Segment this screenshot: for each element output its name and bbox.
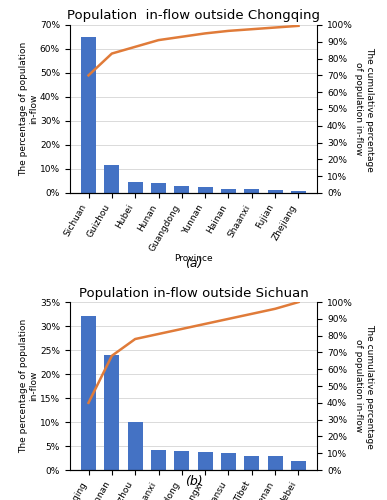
Bar	[128, 182, 143, 193]
Bar	[244, 188, 259, 193]
X-axis label: Province: Province	[174, 254, 213, 263]
Bar	[174, 452, 189, 470]
Title: Population  in-flow outside Chongqing: Population in-flow outside Chongqing	[67, 10, 320, 22]
Bar	[174, 186, 189, 193]
Bar	[198, 452, 213, 470]
Bar	[81, 37, 96, 193]
Title: Population in-flow outside Sichuan: Population in-flow outside Sichuan	[79, 286, 308, 300]
Y-axis label: The cumulative percentage
of population in-flow: The cumulative percentage of population …	[354, 324, 374, 448]
Bar	[104, 355, 120, 470]
Bar	[104, 166, 120, 193]
Bar	[151, 450, 166, 470]
Text: (a): (a)	[185, 258, 202, 270]
Bar	[267, 456, 283, 470]
Bar	[291, 462, 306, 470]
Bar	[291, 190, 306, 193]
Bar	[128, 422, 143, 470]
Bar	[221, 453, 236, 470]
Y-axis label: The percentage of population
in-flow: The percentage of population in-flow	[19, 319, 38, 453]
Bar	[198, 187, 213, 193]
Text: (b): (b)	[185, 474, 202, 488]
Y-axis label: The cumulative percentage
of population in-flow: The cumulative percentage of population …	[354, 46, 374, 172]
Bar	[221, 188, 236, 193]
Y-axis label: The percentage of population
in-flow: The percentage of population in-flow	[19, 42, 38, 176]
Bar	[244, 456, 259, 470]
Bar	[267, 190, 283, 193]
Bar	[81, 316, 96, 470]
Bar	[151, 184, 166, 193]
